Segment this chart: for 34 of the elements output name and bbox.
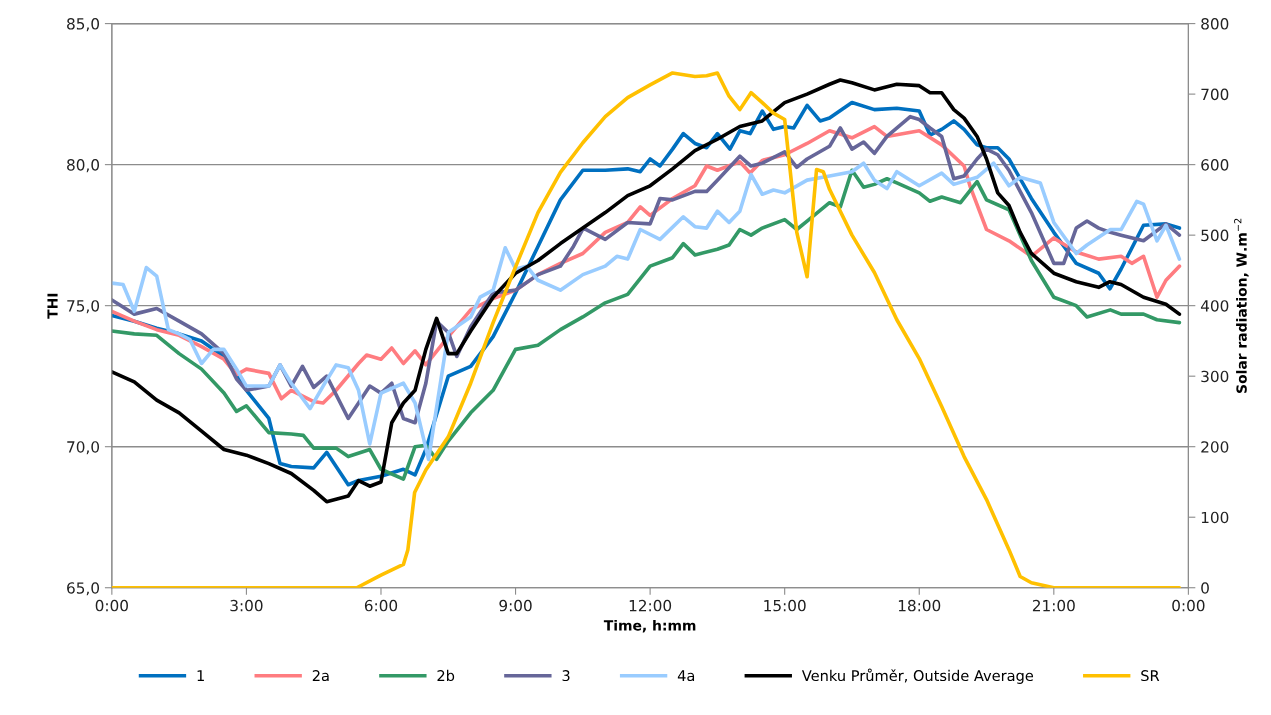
x-axis-title: Time, h:mm — [603, 619, 696, 633]
y-tick-label: 80,0 — [67, 159, 100, 173]
legend-label: SR — [1141, 670, 1160, 682]
legend-label: 2a — [312, 670, 329, 682]
line-series — [111, 71, 1182, 588]
y-tick-label: 75,0 — [67, 300, 100, 314]
y2-axis-title: Solar radiation, W.m$^{−2}$ — [1234, 218, 1249, 393]
y-tick-label: 70,0 — [67, 441, 100, 455]
x-tick-label: 0:00 — [95, 599, 128, 612]
legend-label: Venku Průměr, Outside Average — [801, 668, 1034, 684]
y2-tick-label: 700 — [1201, 88, 1229, 101]
x-tick-label: 21:00 — [1032, 599, 1075, 612]
x-tick-label: 18:00 — [898, 599, 941, 612]
legend-label: 2b — [437, 669, 455, 682]
y2-tick-label: 600 — [1201, 159, 1229, 171]
y2-tick-label: 500 — [1201, 229, 1229, 242]
y2-tick-label: 300 — [1201, 370, 1229, 383]
y2-tick-label: 200 — [1201, 441, 1229, 453]
x-tick-label: 0:00 — [1172, 599, 1205, 612]
y2-tick-label: 0 — [1201, 582, 1209, 594]
x-tick-label: 3:00 — [230, 599, 263, 612]
y2-tick-label: 400 — [1200, 300, 1229, 312]
legend-label: 4a — [677, 670, 695, 682]
x-tick-label: 6:00 — [364, 599, 398, 612]
x-tick-label: 15:00 — [764, 599, 806, 612]
x-tick-label: 9:00 — [499, 599, 532, 612]
y2-tick-label: 100 — [1201, 511, 1229, 524]
y2-tick-label: 800 — [1201, 18, 1229, 30]
legend-label: 1 — [197, 670, 204, 681]
y-tick-label: 85,0 — [67, 18, 100, 32]
y-tick-label: 65,0 — [67, 582, 100, 596]
x-tick-label: 12:00 — [629, 599, 672, 612]
y-axis-title: THI — [47, 293, 58, 319]
legend-label: 3 — [562, 670, 570, 682]
